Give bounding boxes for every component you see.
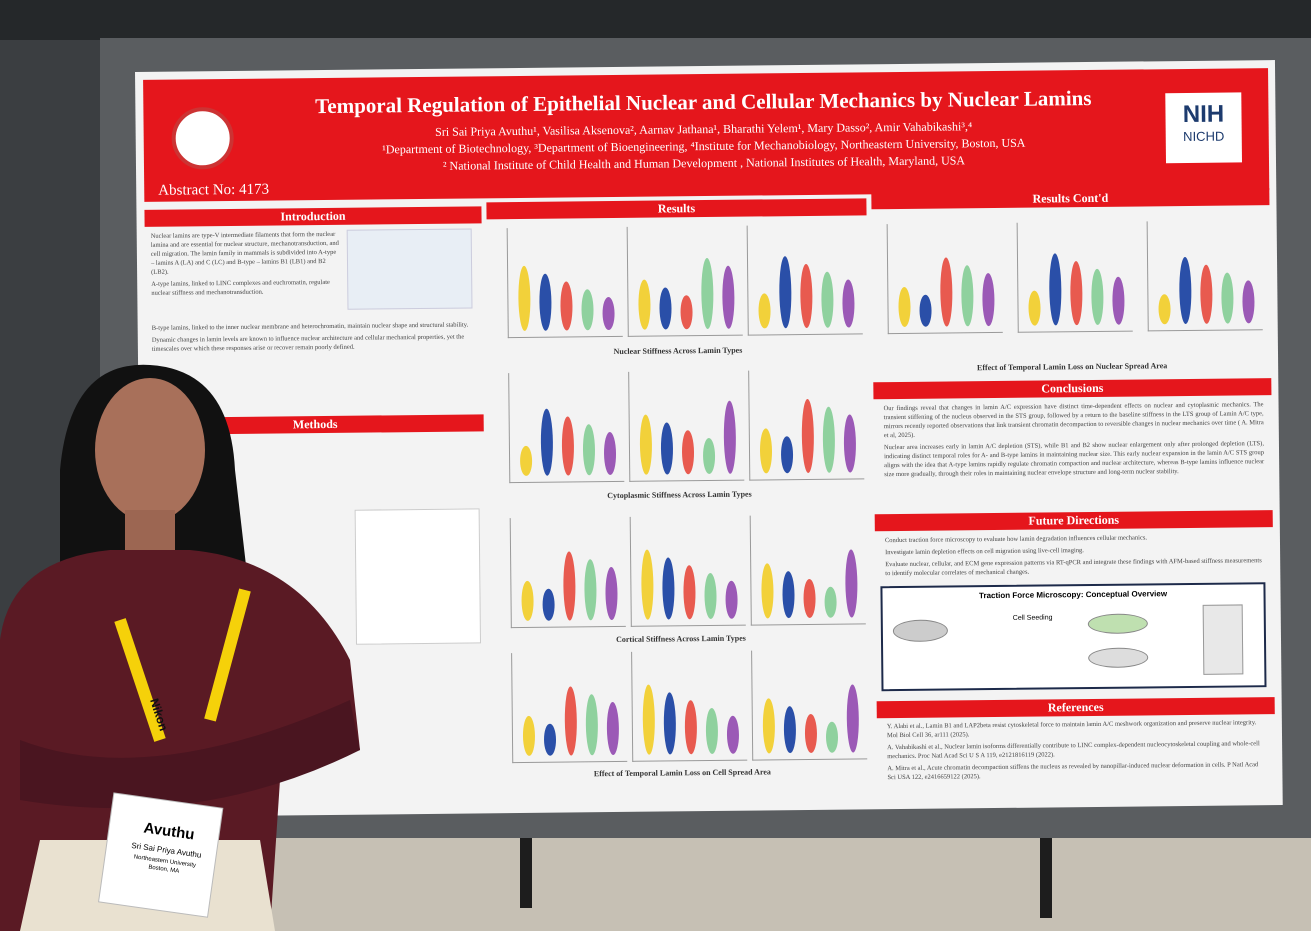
face <box>95 378 205 522</box>
stand-leg <box>1040 838 1052 918</box>
stand-leg <box>520 838 532 908</box>
badge-city: Boston, MA <box>148 864 180 874</box>
badge-card <box>98 792 224 918</box>
shirt <box>0 550 360 931</box>
ceiling <box>0 0 1311 40</box>
badge: Avuthu Sri Sai Priya Avuthu Northeastern… <box>98 792 224 918</box>
lanyard <box>114 588 251 742</box>
badge-name: Avuthu <box>143 820 196 844</box>
crossed-arms <box>20 700 360 809</box>
